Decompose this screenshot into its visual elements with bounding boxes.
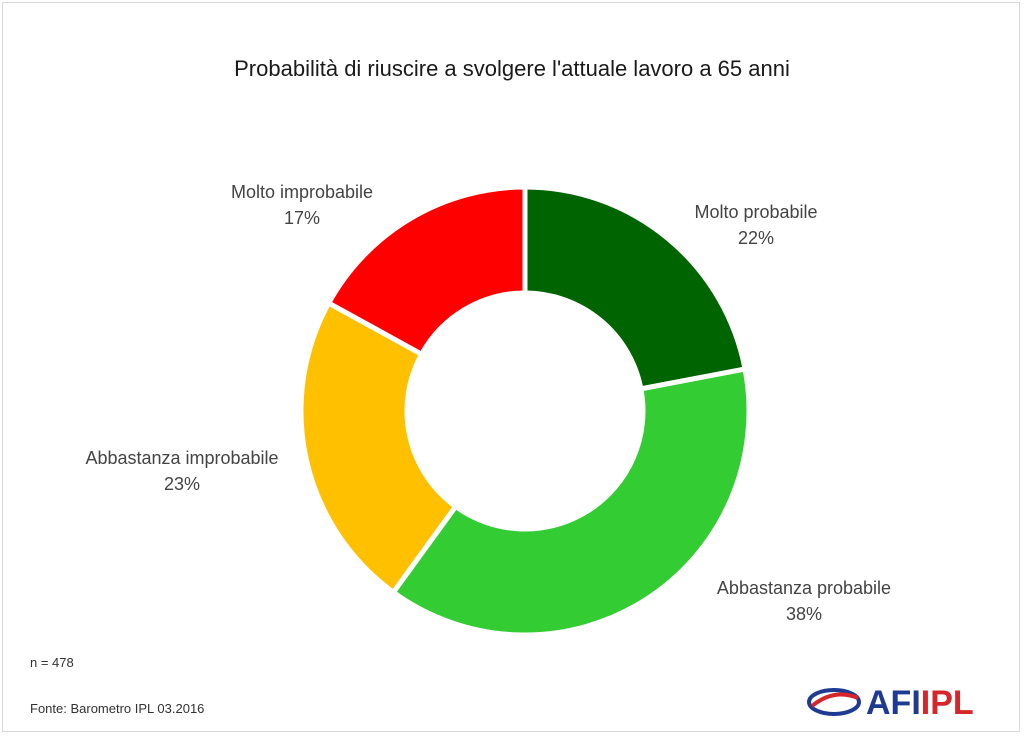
- slice-labels: Molto probabile 22% Abbastanza probabile 38…: [85, 182, 891, 624]
- afi-ipl-logo: AFIIPL: [807, 684, 974, 722]
- slice-label-value-1: 22%: [738, 228, 774, 248]
- slice-label-name-1: Molto probabile: [694, 202, 817, 222]
- slice-label-name-4: Molto improbabile: [231, 182, 373, 202]
- sample-size-note: n = 478: [30, 655, 74, 670]
- slice-label-name-3: Abbastanza improbabile: [85, 448, 278, 468]
- slice-label-value-4: 17%: [284, 208, 320, 228]
- donut-slice-4: [325, 184, 528, 358]
- afi-ipl-logo-swoosh-icon: [807, 688, 861, 716]
- chart-title: Probabilità di riuscire a svolgere l'att…: [234, 56, 790, 81]
- donut-slice-3: [298, 299, 460, 596]
- donut-slices: [298, 184, 752, 638]
- donut-slice-2: [389, 366, 752, 638]
- logo-wordmark: AFIIPL: [866, 684, 974, 722]
- slice-label-name-2: Abbastanza probabile: [717, 578, 891, 598]
- slice-label-value-2: 38%: [786, 604, 822, 624]
- donut-slice-1: [522, 184, 748, 392]
- source-note: Fonte: Barometro IPL 03.2016: [30, 701, 205, 716]
- slice-label-value-3: 23%: [164, 474, 200, 494]
